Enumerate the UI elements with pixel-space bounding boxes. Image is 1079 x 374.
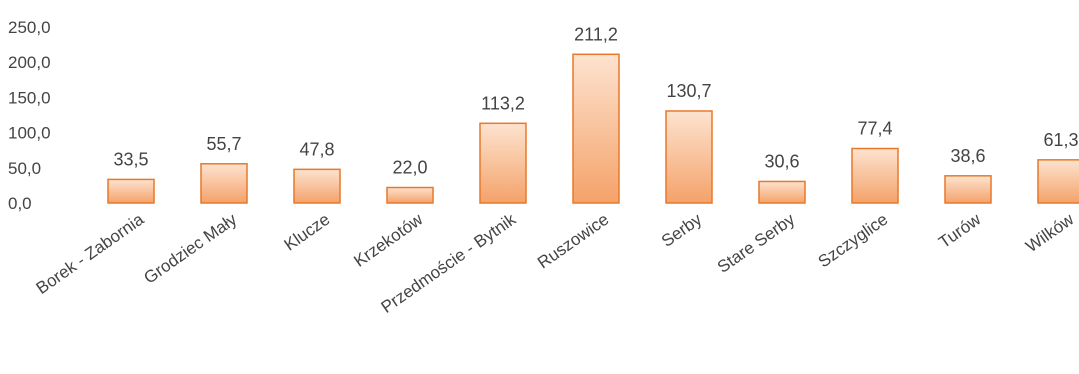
bar bbox=[665, 110, 713, 204]
category-label: Krzekotów bbox=[350, 209, 427, 270]
data-label: 55,7 bbox=[206, 134, 241, 154]
data-label: 38,6 bbox=[950, 146, 985, 166]
y-tick-label: 0,0 bbox=[8, 194, 32, 213]
y-tick-label: 50,0 bbox=[8, 159, 41, 178]
y-tick-label: 250,0 bbox=[8, 18, 51, 37]
bar bbox=[293, 168, 341, 204]
category-label: Turów bbox=[935, 209, 985, 252]
bars bbox=[107, 53, 1079, 204]
category-label: Szczyglice bbox=[815, 210, 892, 272]
bar bbox=[200, 163, 248, 204]
y-axis: 0,0 50,0 100,0 150,0 200,0 250,0 bbox=[8, 18, 51, 213]
data-label: 30,6 bbox=[764, 151, 799, 171]
data-label: 61,3 bbox=[1043, 130, 1078, 150]
category-label: Serby bbox=[658, 209, 706, 250]
bar bbox=[1037, 159, 1079, 204]
data-label: 47,8 bbox=[299, 139, 334, 159]
data-label: 22,0 bbox=[392, 158, 427, 178]
bar bbox=[572, 53, 620, 204]
category-label: Borek - Zabornia bbox=[33, 209, 148, 297]
category-label: Grodziec Mały bbox=[140, 209, 240, 287]
category-label: Ruszowice bbox=[534, 210, 612, 273]
bar bbox=[944, 175, 992, 204]
y-tick-label: 100,0 bbox=[8, 124, 51, 143]
bar bbox=[479, 122, 527, 204]
data-label: 113,2 bbox=[481, 93, 525, 113]
data-label: 130,7 bbox=[666, 81, 711, 101]
bar bbox=[758, 180, 806, 204]
bar bbox=[386, 186, 434, 204]
bar bbox=[107, 178, 155, 204]
data-labels: 33,5 55,7 47,8 22,0 113,2 211,2 130,7 30,6 77,4 3… bbox=[113, 24, 1078, 177]
category-label: Klucze bbox=[281, 210, 334, 255]
data-label: 77,4 bbox=[857, 119, 892, 139]
data-label: 211,2 bbox=[574, 24, 618, 44]
bar bbox=[851, 147, 899, 204]
data-label: 33,5 bbox=[113, 149, 148, 169]
y-tick-label: 150,0 bbox=[8, 88, 51, 107]
category-label: Stare Serby bbox=[714, 209, 799, 276]
category-label: Wilków bbox=[1022, 209, 1078, 256]
y-tick-label: 200,0 bbox=[8, 53, 51, 72]
